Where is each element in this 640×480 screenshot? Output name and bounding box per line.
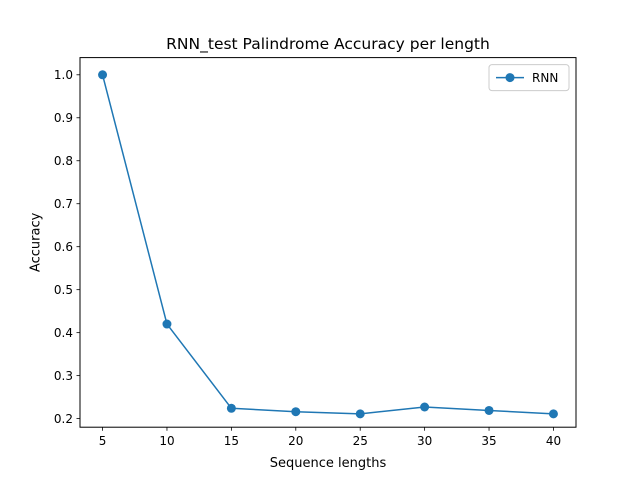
data-point (420, 402, 430, 412)
data-point (484, 405, 494, 415)
y-tick-label: 0.8 (54, 154, 73, 168)
data-point (291, 407, 301, 417)
legend: RNN (488, 64, 570, 92)
legend-frame (488, 64, 570, 92)
y-axis-label: Accuracy (29, 212, 44, 272)
data-point (355, 409, 365, 419)
x-axis-label: Sequence lengths (270, 456, 387, 471)
y-axis-ticks: 0.2 0.3 0.4 0.5 0.6 0.7 0.8 0.9 1.0 (54, 68, 80, 426)
legend-marker-swatch (505, 73, 515, 83)
data-point (98, 70, 108, 80)
x-tick-label: 40 (546, 434, 561, 448)
x-tick-label: 30 (417, 434, 432, 448)
y-tick-label: 0.7 (54, 197, 73, 211)
x-tick-label: 5 (99, 434, 107, 448)
series-line-rnn (101, 74, 554, 415)
x-tick-label: 35 (481, 434, 496, 448)
y-tick-label: 0.9 (54, 111, 73, 125)
x-axis-ticks: 5 10 15 20 25 30 35 40 (99, 427, 561, 448)
data-point (162, 319, 172, 329)
y-tick-label: 0.3 (54, 369, 73, 383)
x-tick-label: 20 (288, 434, 303, 448)
y-tick-label: 0.4 (54, 326, 73, 340)
x-tick-label: 25 (353, 434, 368, 448)
y-tick-label: 0.5 (54, 283, 73, 297)
x-tick-label: 15 (224, 434, 239, 448)
plot-area-frame (79, 57, 577, 428)
series-layer (98, 70, 558, 419)
chart-title: RNN_test Palindrome Accuracy per length (166, 35, 490, 54)
y-tick-label: 1.0 (54, 68, 73, 82)
y-tick-label: 0.6 (54, 240, 73, 254)
legend-label: RNN (532, 71, 558, 85)
data-point (548, 409, 558, 419)
x-tick-label: 10 (159, 434, 174, 448)
y-tick-label: 0.2 (54, 412, 73, 426)
data-point (226, 403, 236, 413)
